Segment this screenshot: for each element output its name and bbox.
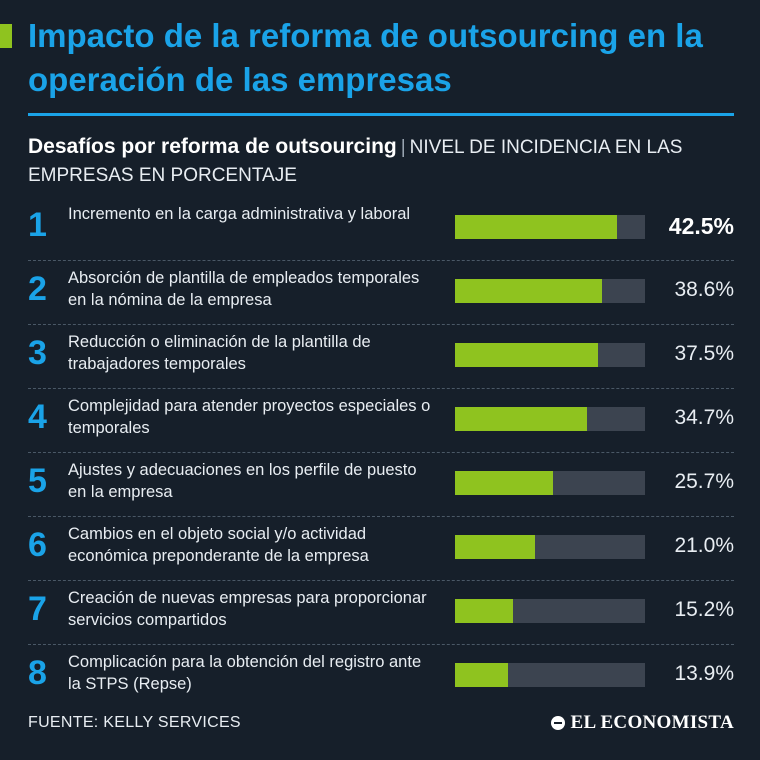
chart-row: 4 Complejidad para atender proyectos espe… <box>28 389 734 453</box>
bar-track <box>455 535 645 559</box>
row-divider <box>28 260 734 261</box>
bar <box>455 471 553 495</box>
brand-name: EL ECONOMISTA <box>570 712 734 733</box>
bar-track <box>455 279 645 303</box>
bar-track <box>455 471 645 495</box>
chart-row: 2 Absorción de plantilla de empleados tem… <box>28 261 734 325</box>
category-label: Complejidad para atender proyectos espec… <box>68 397 431 437</box>
bar-track <box>455 343 645 367</box>
subtitle-rest: NIVEL DE INCIDENCIA EN LAS EMPRESAS EN P… <box>28 137 683 186</box>
chart-row: 8 Complicación para la obtención del regi… <box>28 645 734 709</box>
brand-logo: EL ECONOMISTA <box>550 712 735 734</box>
category-label: Absorción de plantilla de empleados temp… <box>68 269 420 309</box>
row-divider <box>28 516 734 517</box>
row-rank: 5 <box>28 462 47 500</box>
row-divider <box>28 324 734 325</box>
row-rank: 3 <box>28 334 47 372</box>
chart-row: 1 Incremento en la carga administrativa y… <box>28 197 734 261</box>
bar-track <box>455 599 645 623</box>
row-rank: 7 <box>28 590 47 628</box>
category-label: Creación de nuevas empresas para proporc… <box>68 589 427 629</box>
subtitle-separator: | <box>400 137 406 158</box>
bar-track <box>455 407 645 431</box>
source-note: FUENTE: KELLY SERVICES <box>28 714 241 731</box>
data-label: 13.9% <box>674 662 734 685</box>
chart-subtitle: Desafíos por reforma de outsourcing | NIVE… <box>28 133 738 190</box>
brand-mark-icon <box>550 716 565 730</box>
category-label: Ajustes y adecuaciones en los perfile de… <box>68 461 417 501</box>
row-divider <box>28 644 734 645</box>
data-label: 42.5% <box>668 213 734 239</box>
row-rank: 4 <box>28 398 47 436</box>
accent-square <box>0 24 12 48</box>
chart-row: 6 Cambios en el objeto social y/o activid… <box>28 517 734 581</box>
chart-row: 3 Reducción o eliminación de la plantilla… <box>28 325 734 389</box>
data-label: 21.0% <box>674 534 734 557</box>
data-label: 37.5% <box>674 342 734 365</box>
page-title: Impacto de la reforma de outsourcing en … <box>28 17 703 98</box>
title-divider <box>28 113 734 116</box>
category-label: Complicación para la obtención del regis… <box>68 653 422 693</box>
row-divider <box>28 452 734 453</box>
row-divider <box>28 388 734 389</box>
row-rank: 2 <box>28 270 47 308</box>
data-label: 34.7% <box>674 406 734 429</box>
row-divider <box>28 580 734 581</box>
data-label: 15.2% <box>674 598 734 621</box>
bar <box>455 663 508 687</box>
bar <box>455 215 617 239</box>
chart-row: 7 Creación de nuevas empresas para propor… <box>28 581 734 645</box>
bar <box>455 343 598 367</box>
bar <box>455 599 513 623</box>
category-label: Incremento en la carga administrativa y … <box>68 205 411 223</box>
category-label: Cambios en el objeto social y/o activida… <box>68 525 369 565</box>
row-rank: 8 <box>28 654 47 692</box>
bar <box>455 407 587 431</box>
data-label: 38.6% <box>674 278 734 301</box>
bar <box>455 535 535 559</box>
bar-track <box>455 663 645 687</box>
bar-chart: 1 Incremento en la carga administrativa y… <box>0 197 760 707</box>
category-label: Reducción o eliminación de la plantilla … <box>68 333 371 373</box>
bar <box>455 279 602 303</box>
bar-track <box>455 215 645 239</box>
row-rank: 1 <box>28 206 47 244</box>
chart-row: 5 Ajustes y adecuaciones en los perfile d… <box>28 453 734 517</box>
data-label: 25.7% <box>674 470 734 493</box>
subtitle-strong: Desafíos por reforma de outsourcing <box>28 135 397 158</box>
row-rank: 6 <box>28 526 47 564</box>
